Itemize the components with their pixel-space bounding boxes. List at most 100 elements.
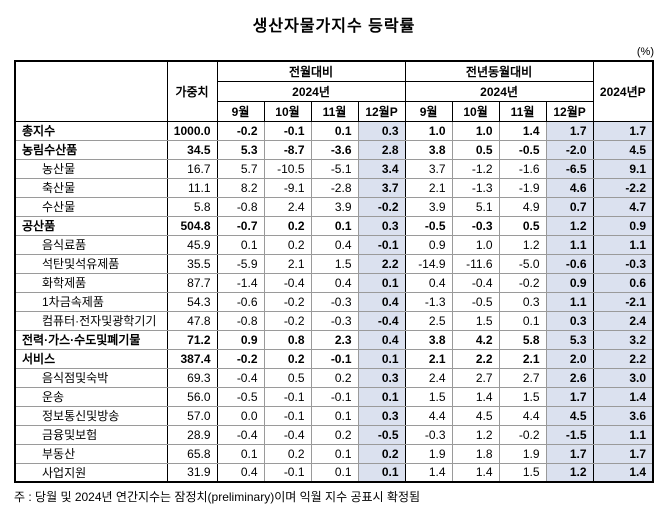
month-header: 9월 xyxy=(404,100,453,122)
mom-value: 2.3 xyxy=(310,329,359,350)
annual-value: 4.5 xyxy=(592,139,654,160)
table-row: 컴퓨터·전자및광학기기 47.8 -0.8 -0.2 -0.3 -0.4 2.5 1.5 0.1… xyxy=(14,310,654,331)
yoy-value: 1.9 xyxy=(498,443,547,464)
yoy-value: 3.8 xyxy=(404,329,453,350)
weight-value: 34.5 xyxy=(166,139,218,160)
mom-value: 0.2 xyxy=(263,443,312,464)
annual-header: 2024년P xyxy=(592,60,654,122)
mom-value: -0.4 xyxy=(263,424,312,445)
yoy-value: -0.5 xyxy=(404,215,453,236)
mom-value: 0.2 xyxy=(263,348,312,369)
weight-value: 28.9 xyxy=(166,424,218,445)
month-header: 10월 xyxy=(263,100,312,122)
mom-value: -0.1 xyxy=(263,462,312,483)
month-header: 11월 xyxy=(498,100,547,122)
mom-value: 0.4 xyxy=(216,462,265,483)
yoy-value: -0.4 xyxy=(451,272,500,293)
mom-value: 0.2 xyxy=(310,424,359,445)
annual-value: 3.0 xyxy=(592,367,654,388)
yoy-value: -1.6 xyxy=(498,158,547,179)
mom-value: -0.8 xyxy=(216,196,265,217)
row-label: 사업지원 xyxy=(14,462,168,483)
row-label: 음식료품 xyxy=(14,234,168,255)
yoy-value: 2.1 xyxy=(498,348,547,369)
mom-value: 0.1 xyxy=(310,443,359,464)
yoy-value: 1.1 xyxy=(545,291,594,312)
row-label: 농림수산품 xyxy=(14,139,168,160)
yoy-value: 3.9 xyxy=(404,196,453,217)
annual-value: -2.2 xyxy=(592,177,654,198)
mom-value: -0.4 xyxy=(263,272,312,293)
mom-value: 0.4 xyxy=(310,272,359,293)
mom-value: 0.8 xyxy=(263,329,312,350)
table-row: 음식점및숙박 69.3 -0.4 0.5 0.2 0.3 2.4 2.7 2.7 2.6 3.0 xyxy=(14,367,654,388)
footnote: 주 : 당월 및 2024년 연간지수는 잠정치(preliminary)이며 … xyxy=(14,490,421,504)
row-label: 전력·가스·수도및폐기물 xyxy=(14,329,168,350)
weight-value: 35.5 xyxy=(166,253,218,274)
mom-value: 0.3 xyxy=(357,215,406,236)
mom-value: -0.2 xyxy=(357,196,406,217)
yoy-value: 1.8 xyxy=(451,443,500,464)
yoy-value: 4.4 xyxy=(498,405,547,426)
yoy-value: -0.6 xyxy=(545,253,594,274)
table-row: 사업지원 31.9 0.4 -0.1 0.1 0.1 1.4 1.4 1.5 1.2 1.4 xyxy=(14,462,654,483)
table-row: 농산물 16.7 5.7 -10.5 -5.1 3.4 3.7 -1.2 -1.6 -6.5 9.1 xyxy=(14,158,654,179)
yoy-value: 4.5 xyxy=(545,405,594,426)
weight-value: 504.8 xyxy=(166,215,218,236)
mom-value: -0.2 xyxy=(216,120,265,141)
row-label: 농산물 xyxy=(14,158,168,179)
yoy-value: 2.0 xyxy=(545,348,594,369)
mom-value: -0.3 xyxy=(310,310,359,331)
yoy-value: 4.6 xyxy=(545,177,594,198)
annual-value: 3.2 xyxy=(592,329,654,350)
mom-value: 8.2 xyxy=(216,177,265,198)
yoy-value: 4.4 xyxy=(404,405,453,426)
yoy-value: 2.7 xyxy=(451,367,500,388)
mom-value: -0.7 xyxy=(216,215,265,236)
row-label: 총지수 xyxy=(14,120,168,141)
mom-value: 3.9 xyxy=(310,196,359,217)
mom-value: 0.3 xyxy=(357,367,406,388)
mom-value: 0.2 xyxy=(263,215,312,236)
yoy-value: -14.9 xyxy=(404,253,453,274)
yoy-value: -1.3 xyxy=(451,177,500,198)
row-label: 수산물 xyxy=(14,196,168,217)
yoy-value: 2.6 xyxy=(545,367,594,388)
mom-value: 0.2 xyxy=(310,367,359,388)
yoy-value: -1.5 xyxy=(545,424,594,445)
yoy-value: -5.0 xyxy=(498,253,547,274)
mom-value: 0.1 xyxy=(310,120,359,141)
annual-value: 4.7 xyxy=(592,196,654,217)
yoy-value: 5.3 xyxy=(545,329,594,350)
yoy-value: 1.4 xyxy=(451,462,500,483)
weight-value: 1000.0 xyxy=(166,120,218,141)
mom-value: 0.9 xyxy=(216,329,265,350)
row-label: 공산품 xyxy=(14,215,168,236)
yoy-value: 1.5 xyxy=(498,462,547,483)
mom-value: 0.5 xyxy=(263,367,312,388)
mom-value: -1.4 xyxy=(216,272,265,293)
row-label: 정보통신및방송 xyxy=(14,405,168,426)
mom-value: 0.2 xyxy=(263,234,312,255)
annual-value: 1.4 xyxy=(592,462,654,483)
weight-value: 87.7 xyxy=(166,272,218,293)
yoy-value: -1.3 xyxy=(404,291,453,312)
weight-value: 11.1 xyxy=(166,177,218,198)
month-header: 10월 xyxy=(451,100,500,122)
yoy-value: -2.0 xyxy=(545,139,594,160)
yoy-value: 0.5 xyxy=(498,215,547,236)
month-header: 11월 xyxy=(310,100,359,122)
mom-value: -0.2 xyxy=(263,310,312,331)
row-label: 음식점및숙박 xyxy=(14,367,168,388)
annual-value: 2.2 xyxy=(592,348,654,369)
row-label: 부동산 xyxy=(14,443,168,464)
mom-value: -0.1 xyxy=(357,234,406,255)
yoy-value: 2.2 xyxy=(451,348,500,369)
mom-value: -0.4 xyxy=(216,424,265,445)
yoy-value: -1.2 xyxy=(451,158,500,179)
mom-value: -0.5 xyxy=(216,386,265,407)
yoy-value: 2.5 xyxy=(404,310,453,331)
yoy-value: 5.1 xyxy=(451,196,500,217)
annual-value: 1.1 xyxy=(592,234,654,255)
